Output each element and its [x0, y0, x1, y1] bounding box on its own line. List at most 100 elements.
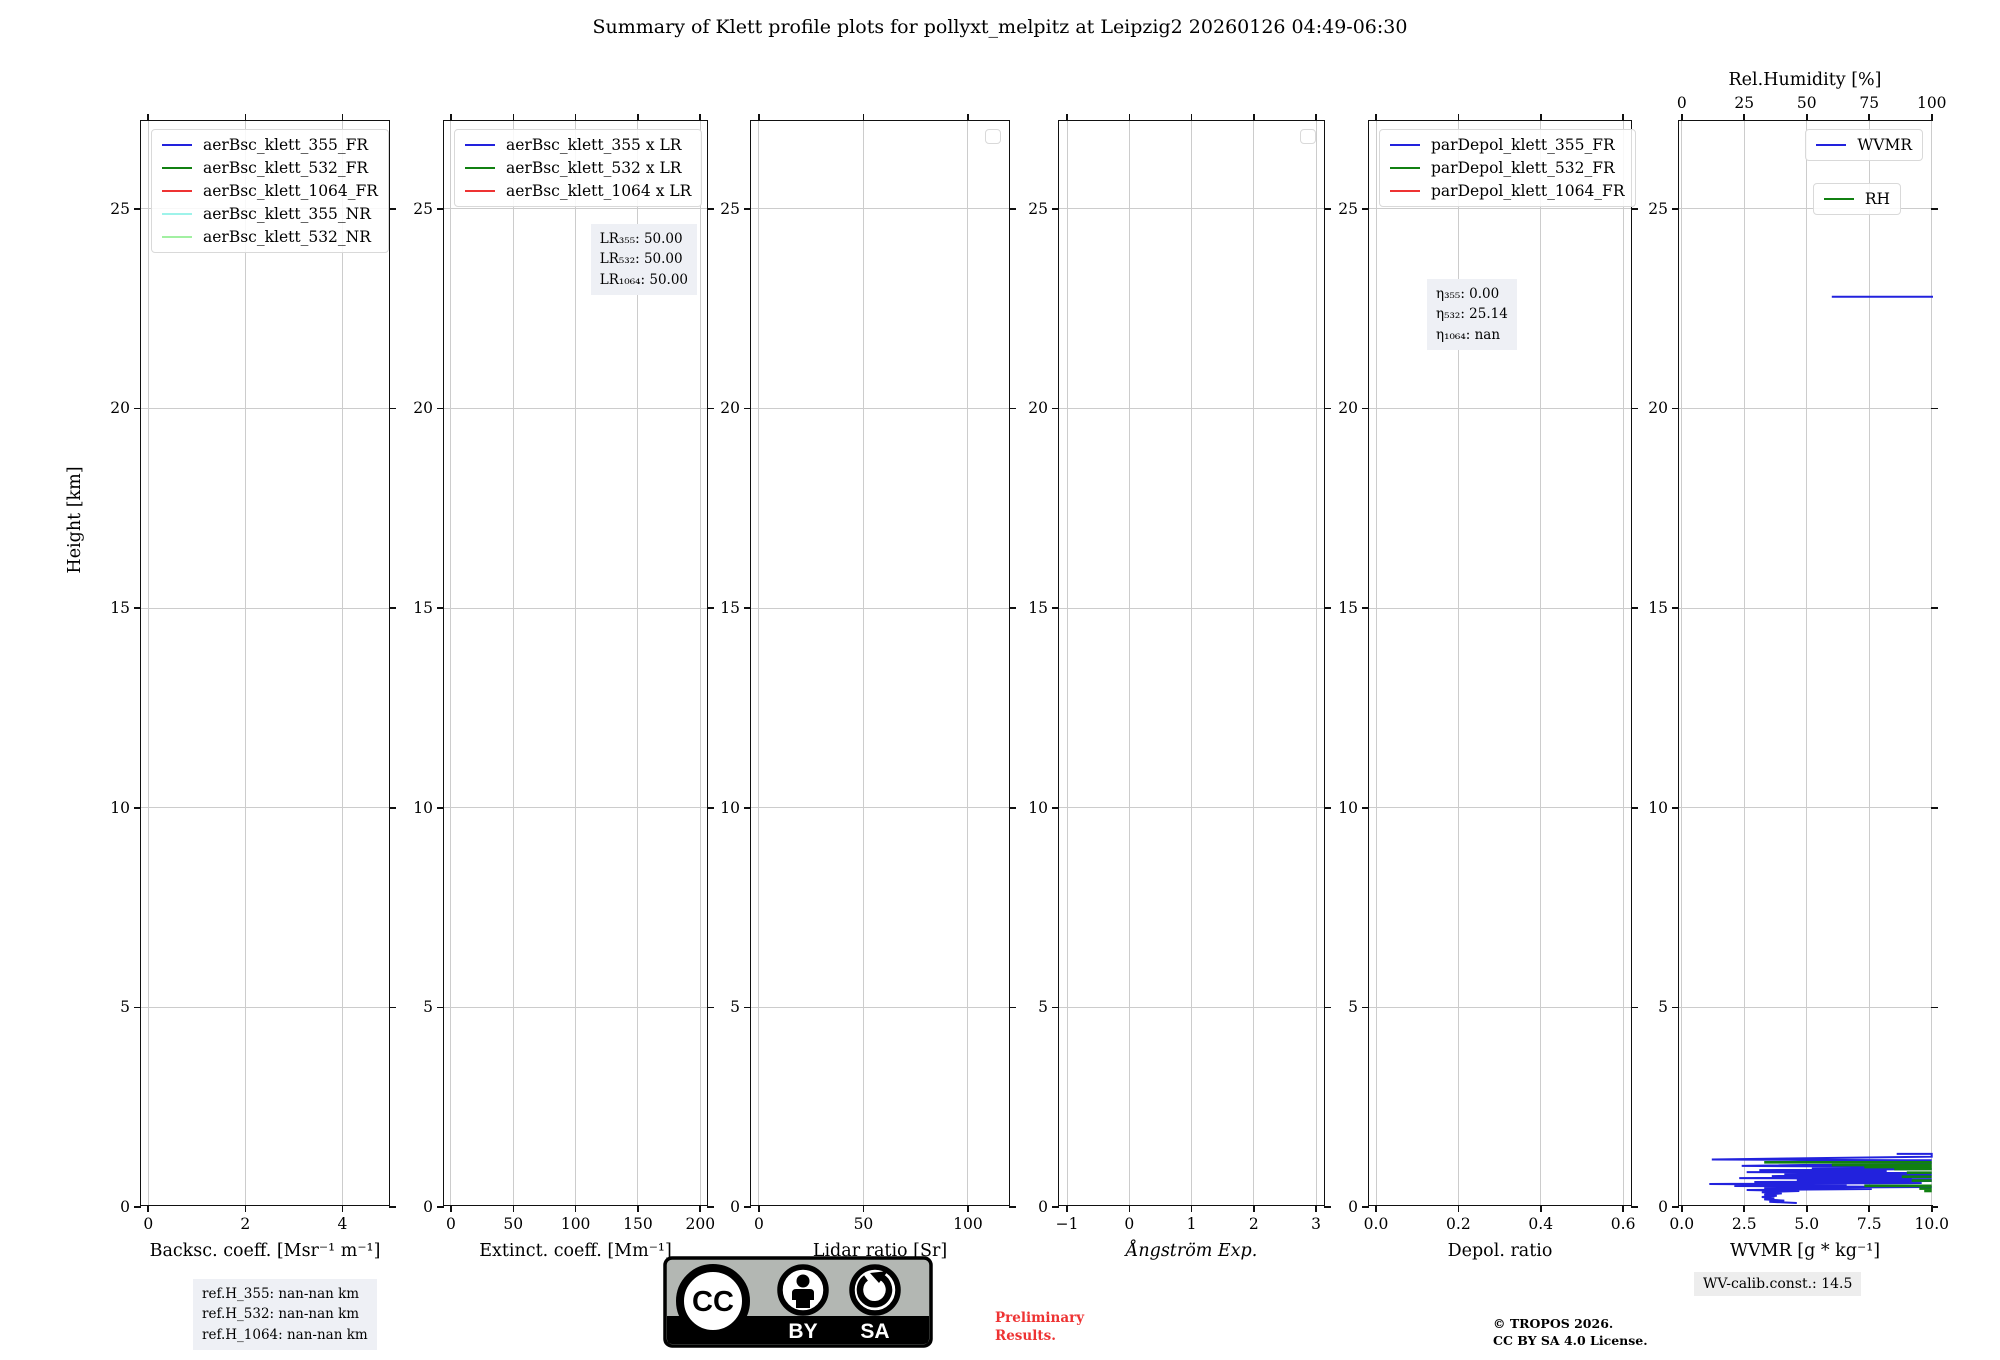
y-tick-mark-right [1631, 1206, 1638, 1208]
legend-line-swatch [1816, 144, 1847, 146]
x-tick-label: 0 [446, 1215, 456, 1233]
y-tick-label: 0 [730, 1198, 740, 1216]
y-tick-mark-right [1631, 407, 1638, 410]
y-tick-mark [134, 1206, 141, 1208]
gridline-x [1315, 121, 1317, 1207]
x-tick-mark [1539, 1205, 1542, 1212]
top-tick-mark [1253, 114, 1255, 121]
y-tick-mark [437, 1006, 444, 1009]
gridline-y [1679, 607, 1933, 609]
y-tick-mark [1052, 407, 1059, 410]
x-tick-mark [341, 1205, 344, 1212]
y-tick-mark-right [1631, 208, 1638, 210]
x-tick-mark [1805, 1205, 1808, 1212]
y-tick-label: 20 [1028, 399, 1048, 418]
legend-line-swatch [1823, 198, 1854, 200]
legend-item: aerBsc_klett_355 x LR [465, 136, 691, 154]
legend-item-label: aerBsc_klett_532_NR [203, 228, 371, 246]
x-tick-mark [1622, 1205, 1624, 1212]
legend-line-swatch [162, 190, 192, 192]
gridline-y [1679, 407, 1933, 409]
y-tick-label: 20 [1338, 399, 1358, 418]
gridline-y [751, 807, 1011, 809]
legend-item: aerBsc_klett_355_FR [162, 136, 378, 154]
x-tick-label: 150 [623, 1215, 653, 1233]
gridline-y [1679, 807, 1933, 809]
legend-item: WVMR [1816, 136, 1912, 154]
y-tick-label: 5 [1038, 998, 1048, 1017]
plot-wvmr: 0.0 2.5 5.0 7.5 10.0 0 25 50 75 100 Rel.Humidity [… [1648, 70, 1949, 1261]
preliminary-results-note: Preliminary Results. [995, 1310, 1084, 1345]
y-tick-mark [1672, 1206, 1679, 1208]
gridline-y [444, 1006, 709, 1008]
x-axis-label: Lidar ratio [Sr] [812, 1241, 948, 1261]
top-tick-mark [699, 114, 702, 121]
y-tick-mark [744, 607, 751, 609]
y-tick-mark [134, 607, 141, 609]
gridline-x [1868, 121, 1870, 1207]
gridline-y [1369, 807, 1633, 809]
top-tick-mark [1315, 114, 1317, 121]
top-tick-label: 75 [1859, 94, 1880, 112]
plot-backscatter: 0 2 4 0 5 10 15 20 25 Backsc. coeff. [Msr⁻¹ m⁻¹] a… [110, 114, 396, 1261]
y-tick-mark [437, 208, 444, 210]
top-tick-mark [1066, 114, 1068, 121]
y-tick-label: 5 [423, 998, 433, 1017]
gridline-x [699, 121, 701, 1207]
y-tick-mark-right [707, 208, 714, 210]
legend-item: aerBsc_klett_355_NR [162, 205, 378, 223]
x-tick-label: 0.6 [1610, 1215, 1636, 1233]
legend-line-swatch [162, 213, 192, 215]
gridline-y [751, 208, 1011, 210]
gridline-y [751, 607, 1011, 609]
y-tick-mark [134, 1006, 141, 1009]
top-tick-mark [1190, 114, 1193, 121]
gridline-x [1191, 121, 1193, 1207]
y-tick-mark-right [1009, 208, 1016, 210]
legend-item-label: RH [1864, 190, 1890, 208]
x-tick-mark [1253, 1205, 1255, 1212]
top-tick-label: 50 [1796, 94, 1817, 112]
annotation-line: LR₁₀₆₄: 50.00 [599, 271, 688, 288]
y-tick-label: 15 [720, 599, 740, 618]
legend-item: aerBsc_klett_1064 x LR [465, 182, 691, 200]
y-tick-mark-right [389, 1006, 396, 1009]
x-tick-label: 0.4 [1528, 1215, 1554, 1233]
y-tick-label: 15 [1028, 599, 1048, 618]
x-tick-label: 2 [240, 1215, 251, 1233]
share-alike-arrowhead [870, 1271, 888, 1283]
x-tick-mark [244, 1205, 247, 1212]
x-tick-label: 0 [143, 1215, 154, 1233]
top-tick-mark [1743, 114, 1746, 121]
gridline-x [637, 121, 639, 1207]
y-tick-mark [1672, 1006, 1679, 1009]
x-tick-mark [1680, 1205, 1683, 1212]
ref-height-355: ref.H_355: nan-nan km [202, 1286, 360, 1302]
gridline-y [141, 1006, 391, 1008]
y-tick-mark [134, 208, 141, 210]
y-tick-label: 25 [413, 199, 433, 218]
top-tick-mark [450, 114, 452, 121]
y-tick-mark-right [707, 607, 714, 609]
x-tick-label: 2.5 [1731, 1215, 1757, 1233]
extinction-annotation: LR₃₅₅: 50.00 LR₅₃₂: 50.00 LR₁₀₆₄: 50.00 [590, 224, 697, 295]
x-tick-mark [758, 1205, 760, 1212]
legend-item-label: aerBsc_klett_1064_FR [203, 182, 378, 200]
legend-item: parDepol_klett_532_FR [1390, 159, 1625, 177]
top-tick-label: 25 [1734, 94, 1755, 112]
figure-title: Summary of Klett profile plots for polly… [592, 16, 1408, 38]
legend-item-label: aerBsc_klett_355_NR [203, 205, 371, 223]
wv-calibration-annotation: WV-calib.const.: 14.5 [1694, 1272, 1862, 1296]
x-tick-label: 4 [337, 1215, 348, 1233]
y-tick-mark [1362, 208, 1369, 210]
y-tick-mark-right [389, 607, 396, 609]
y-tick-label: 25 [1648, 199, 1668, 218]
gridline-x [1540, 121, 1542, 1207]
preliminary-line-1: Preliminary [995, 1310, 1085, 1326]
gridline-x [758, 121, 760, 1207]
y-tick-label: 10 [413, 798, 433, 817]
plot-depol: 0.0 0.2 0.4 0.6 0 5 10 15 20 25 Depol. ratio parDep… [1338, 114, 1638, 1261]
wvmr-rh-series [1709, 295, 1933, 1204]
x-axis-label: Depol. ratio [1447, 1241, 1553, 1261]
